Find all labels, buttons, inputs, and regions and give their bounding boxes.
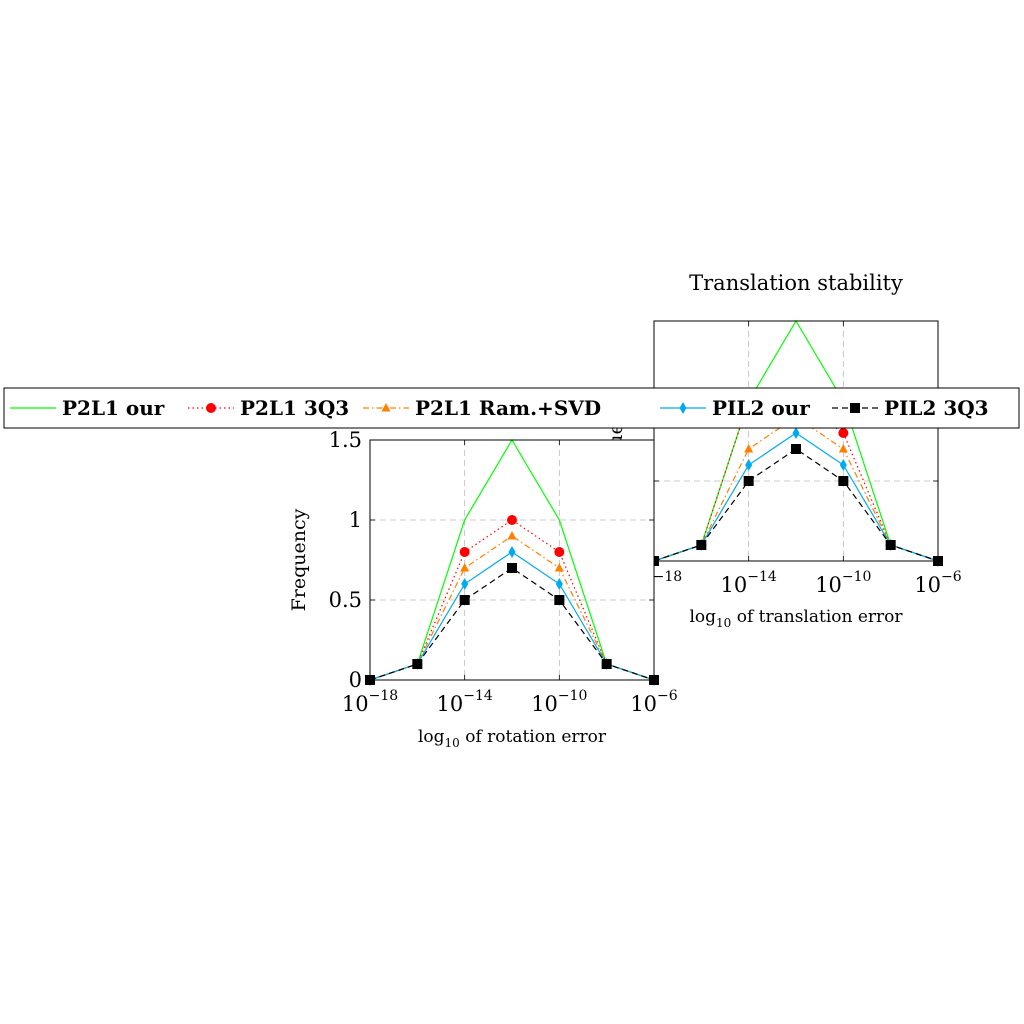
legend-swatch-marker [206, 403, 216, 413]
data-point [554, 563, 564, 572]
data-point [744, 444, 754, 453]
x-tick-label: 10−6 [914, 569, 961, 597]
data-point [555, 578, 563, 590]
data-point [460, 563, 470, 572]
data-point [554, 547, 565, 557]
data-point [838, 444, 848, 453]
legend-swatch-marker [381, 403, 391, 412]
data-point [791, 444, 801, 454]
legend-box [3, 387, 1020, 429]
data-point [459, 547, 470, 557]
x-axis-label: log10 of rotation error [418, 727, 607, 750]
data-point [885, 540, 896, 550]
legend-label: P2L1 our [62, 396, 165, 420]
data-point [745, 459, 753, 471]
legend-label: P2L1 Ram.+SVD [415, 396, 601, 420]
legend-swatch-marker [679, 402, 687, 414]
data-point [839, 459, 847, 471]
legend-label: PIL2 our [712, 396, 810, 420]
legend: P2L1 our P2L1 3Q3 P2L1 Ram.+SVD PIL2 our PIL… [3, 387, 1020, 429]
data-point [459, 595, 470, 605]
legend-label: PIL2 3Q3 [884, 396, 989, 420]
x-tick-label: 10−14 [721, 569, 777, 597]
y-tick-label: 0.5 [329, 588, 362, 612]
plot-area [370, 440, 654, 680]
axes-frame [369, 439, 655, 681]
rotation-chart: 10−18 10−14 10−10 10−6 0 0.5 1 1.5 Frequency log1… [288, 428, 678, 750]
plot-area [654, 321, 938, 561]
x-tick-label: 10−14 [437, 688, 493, 716]
x-tick-label: 10−6 [630, 688, 677, 716]
y-tick-label: 1 [349, 508, 362, 532]
y-tick-label: 1.5 [329, 428, 362, 452]
data-point [743, 476, 754, 486]
data-point [838, 428, 849, 438]
data-point [507, 531, 517, 540]
legend-label: P2L1 3Q3 [240, 396, 349, 420]
x-tick-label: 10−10 [815, 569, 871, 597]
legend-swatch-marker [850, 403, 860, 413]
x-axis-label: log10 of translation error [689, 607, 903, 630]
x-tick-label: 10−18 [342, 688, 398, 716]
data-point [507, 515, 517, 525]
data-point [461, 578, 469, 590]
x-tick-label: 10−10 [531, 688, 587, 716]
data-point [792, 427, 800, 439]
data-point [601, 659, 612, 669]
data-point [838, 476, 849, 486]
y-axis-label: Frequency [288, 508, 310, 611]
data-point [508, 546, 516, 558]
data-point [554, 595, 565, 605]
data-point [507, 563, 517, 573]
y-tick-label: 0 [349, 668, 362, 692]
data-point [412, 659, 423, 669]
data-point [696, 540, 707, 550]
chart-title: Translation stability [689, 271, 903, 295]
